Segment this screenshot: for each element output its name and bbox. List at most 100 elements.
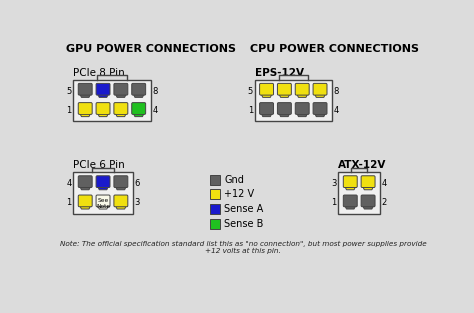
Text: 6: 6 <box>135 179 140 188</box>
FancyBboxPatch shape <box>295 103 309 114</box>
Bar <box>210 189 220 199</box>
FancyBboxPatch shape <box>114 176 128 187</box>
FancyBboxPatch shape <box>260 103 273 114</box>
Bar <box>210 204 220 214</box>
Bar <box>315 93 325 94</box>
FancyBboxPatch shape <box>343 195 357 207</box>
Bar <box>98 93 108 94</box>
Text: 8: 8 <box>334 87 339 95</box>
Polygon shape <box>97 93 109 97</box>
Text: 3: 3 <box>331 179 337 188</box>
Text: Sense A: Sense A <box>224 204 264 214</box>
Polygon shape <box>345 186 356 190</box>
Bar <box>73 80 151 121</box>
FancyBboxPatch shape <box>114 83 128 95</box>
FancyBboxPatch shape <box>96 195 110 207</box>
Bar <box>98 112 108 114</box>
FancyBboxPatch shape <box>78 195 92 207</box>
Text: PCIe 8 Pin: PCIe 8 Pin <box>73 68 125 78</box>
Text: 4: 4 <box>382 179 387 188</box>
Bar <box>315 112 325 114</box>
Polygon shape <box>115 112 127 117</box>
FancyBboxPatch shape <box>114 195 128 207</box>
FancyBboxPatch shape <box>96 103 110 114</box>
Text: 8: 8 <box>152 87 158 95</box>
Polygon shape <box>115 93 127 97</box>
Bar <box>73 172 133 214</box>
Bar <box>338 172 380 214</box>
Text: 2: 2 <box>382 198 387 207</box>
Bar <box>80 93 91 94</box>
Bar <box>210 218 220 228</box>
Text: See
Note: See Note <box>96 198 110 209</box>
Text: 1: 1 <box>248 106 253 115</box>
FancyBboxPatch shape <box>132 83 146 95</box>
FancyBboxPatch shape <box>96 83 110 95</box>
FancyBboxPatch shape <box>114 103 128 114</box>
Text: ATX-12V: ATX-12V <box>338 160 387 170</box>
Bar <box>345 185 356 187</box>
Bar <box>210 175 220 185</box>
Polygon shape <box>133 93 145 97</box>
FancyBboxPatch shape <box>260 83 273 95</box>
Bar <box>363 185 373 187</box>
Bar <box>363 204 373 206</box>
Polygon shape <box>296 93 308 97</box>
Text: 1: 1 <box>66 198 72 207</box>
Text: Sense B: Sense B <box>224 218 264 228</box>
Text: EPS-12V: EPS-12V <box>255 68 303 78</box>
Bar <box>80 185 91 187</box>
Text: 1: 1 <box>66 106 72 115</box>
Polygon shape <box>115 186 127 190</box>
Bar <box>80 112 91 114</box>
Bar <box>261 112 272 114</box>
FancyBboxPatch shape <box>295 83 309 95</box>
Polygon shape <box>115 205 127 209</box>
Polygon shape <box>80 93 91 97</box>
Polygon shape <box>345 205 356 209</box>
Polygon shape <box>97 186 109 190</box>
Polygon shape <box>362 186 374 190</box>
Bar <box>116 185 126 187</box>
Bar <box>116 93 126 94</box>
Text: Note: The official specification standard list this as "no connection", but most: Note: The official specification standar… <box>60 241 426 254</box>
Bar <box>80 204 91 206</box>
Text: 3: 3 <box>135 198 140 207</box>
FancyBboxPatch shape <box>132 103 146 114</box>
FancyBboxPatch shape <box>78 176 92 187</box>
Text: 4: 4 <box>152 106 157 115</box>
Polygon shape <box>80 186 91 190</box>
Bar <box>98 204 108 206</box>
Bar <box>297 93 308 94</box>
Bar <box>345 204 356 206</box>
Text: Gnd: Gnd <box>224 175 244 185</box>
Bar <box>134 93 144 94</box>
Bar <box>116 112 126 114</box>
Polygon shape <box>97 205 109 209</box>
Text: 4: 4 <box>334 106 339 115</box>
FancyBboxPatch shape <box>313 103 327 114</box>
FancyBboxPatch shape <box>361 176 375 187</box>
Polygon shape <box>80 205 91 209</box>
Polygon shape <box>97 112 109 117</box>
Polygon shape <box>362 205 374 209</box>
FancyBboxPatch shape <box>277 103 292 114</box>
FancyBboxPatch shape <box>96 176 110 187</box>
Bar <box>116 204 126 206</box>
FancyBboxPatch shape <box>277 83 292 95</box>
Polygon shape <box>80 112 91 117</box>
Bar <box>261 93 272 94</box>
Polygon shape <box>314 93 326 97</box>
Bar <box>279 112 290 114</box>
Bar <box>255 80 332 121</box>
FancyBboxPatch shape <box>78 103 92 114</box>
Bar <box>98 185 108 187</box>
Polygon shape <box>296 112 308 117</box>
FancyBboxPatch shape <box>361 195 375 207</box>
Text: PCIe 6 Pin: PCIe 6 Pin <box>73 160 125 170</box>
Polygon shape <box>314 112 326 117</box>
Text: 4: 4 <box>66 179 72 188</box>
Polygon shape <box>261 112 273 117</box>
Polygon shape <box>261 93 273 97</box>
Bar <box>279 93 290 94</box>
